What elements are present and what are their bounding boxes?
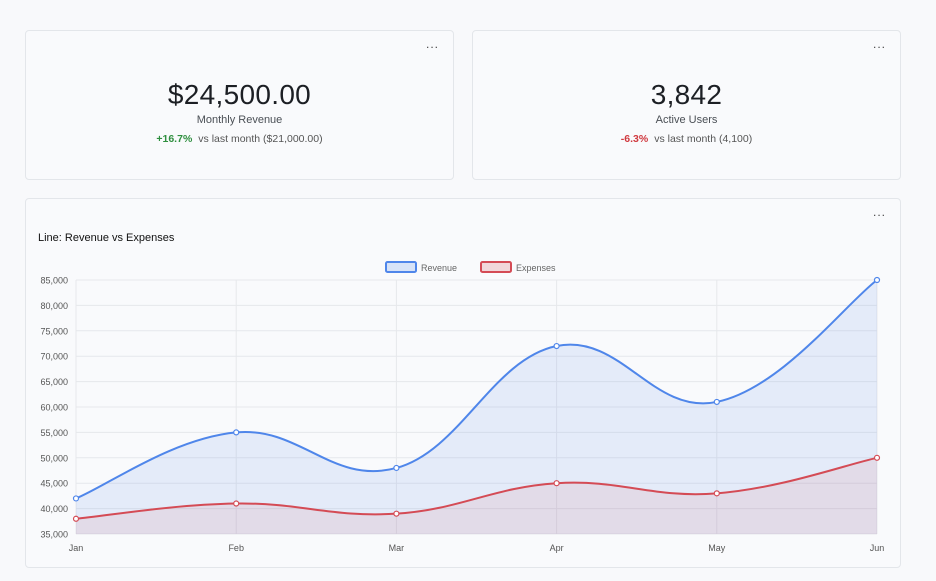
chart-card: ... Line: Revenue vs Expenses bbox=[25, 198, 901, 568]
kpi-label: Monthly Revenue bbox=[196, 114, 283, 126]
kpi-change: -6.3% vs last month (4,100) bbox=[473, 133, 900, 145]
kpi-card-users: ... 3,842 Active Users -6.3% vs last mont… bbox=[472, 30, 901, 180]
kpi-card-revenue: ... $24,500.00 Monthly Revenue +16.7% vs … bbox=[25, 30, 454, 180]
chart-title: Line: Revenue vs Expenses bbox=[38, 232, 175, 244]
kpi-change: +16.7% vs last month ($21,000.00) bbox=[26, 133, 453, 145]
card-menu-button[interactable]: ... bbox=[872, 37, 886, 51]
card-menu-button[interactable]: ... bbox=[872, 205, 886, 219]
kpi-change-text: vs last month (4,100) bbox=[654, 133, 753, 145]
kpi-value: 3,842 bbox=[650, 79, 723, 110]
card-menu-button[interactable]: ... bbox=[425, 37, 439, 51]
kpi-label: Active Users bbox=[655, 114, 718, 126]
kpi-change-percent: -6.3% bbox=[620, 133, 649, 145]
kpi-change-percent: +16.7% bbox=[156, 133, 193, 145]
kpi-value: $24,500.00 bbox=[167, 79, 312, 110]
kpi-change-text: vs last month ($21,000.00) bbox=[198, 133, 323, 145]
